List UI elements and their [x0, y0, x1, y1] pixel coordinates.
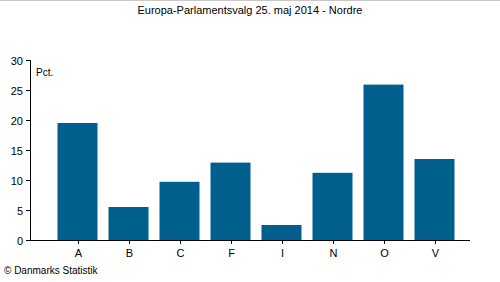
x-tick-label: I: [281, 247, 284, 259]
x-tick: [333, 240, 334, 244]
y-tick: [26, 120, 30, 121]
chart-svg: Europa-Parlamentsvalg 25. maj 2014 - Nor…: [0, 0, 500, 282]
chart-container: Europa-Parlamentsvalg 25. maj 2014 - Nor…: [0, 0, 500, 282]
x-tick: [78, 240, 79, 244]
title-rule: [0, 0, 500, 1]
y-tick: [26, 240, 30, 241]
y-tick-label: 20: [11, 115, 23, 127]
y-tick: [26, 90, 30, 91]
source: © Danmarks Statistik: [4, 265, 99, 276]
bar: [211, 163, 251, 240]
x-tick: [180, 240, 181, 244]
y-tick: [26, 180, 30, 181]
x-tick-label: O: [380, 247, 389, 259]
y-axis-line: [30, 60, 31, 240]
x-tick-label: B: [126, 247, 133, 259]
x-tick: [435, 240, 436, 244]
x-tick-label: F: [228, 247, 235, 259]
title: Europa-Parlamentsvalg 25. maj 2014 - Nor…: [137, 4, 362, 16]
y-tick-label: 25: [11, 85, 23, 97]
bar: [160, 182, 200, 240]
y-tick-label: 0: [17, 235, 23, 247]
x-tick: [231, 240, 232, 244]
y-tick: [26, 60, 30, 61]
x-axis-line: [30, 240, 470, 241]
bar: [364, 85, 404, 240]
bar: [313, 173, 353, 240]
x-tick-label: V: [432, 247, 440, 259]
bar: [415, 159, 455, 240]
x-tick: [384, 240, 385, 244]
x-tick-label: N: [330, 247, 338, 259]
y-tick: [26, 150, 30, 151]
y-tick-label: 10: [11, 175, 23, 187]
bars: [58, 85, 455, 240]
bar: [109, 207, 149, 240]
x-tick: [129, 240, 130, 244]
y-tick-label: 5: [17, 205, 23, 217]
y-tick-label: 30: [11, 55, 23, 67]
bar: [58, 123, 98, 240]
y-tick-label: 15: [11, 145, 23, 157]
x-tick-label: C: [177, 247, 185, 259]
x-tick-label: A: [75, 247, 83, 259]
y-axis-label: Pct.: [36, 67, 53, 78]
y-tick: [26, 210, 30, 211]
bar: [262, 225, 302, 240]
x-tick: [282, 240, 283, 244]
